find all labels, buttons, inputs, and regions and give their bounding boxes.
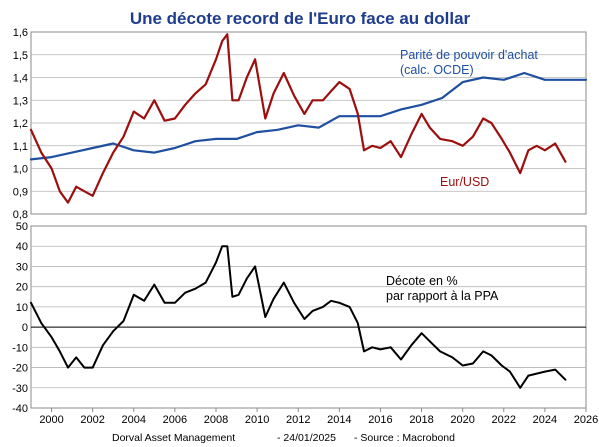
ppa-annotation-line1: Parité de pouvoir d'achat	[400, 48, 538, 62]
bottom-series-group	[30, 245, 567, 389]
x-tick-label: 2020	[450, 414, 474, 426]
bottom-y-tick-label: -10	[12, 342, 28, 354]
footer-date: - 24/01/2025	[277, 432, 336, 444]
bottom-y-axis: -40 -30 -20 -10 0 10 20 30 40 50	[12, 221, 28, 415]
top-y-tick-label: 1,4	[13, 73, 28, 85]
top-y-tick-label: 0,9	[13, 186, 28, 198]
x-tick-label: 2002	[80, 414, 104, 426]
x-tick-label: 2014	[327, 414, 351, 426]
top-y-tick-label: 1,1	[13, 141, 28, 153]
x-tick-label: 2018	[409, 414, 433, 426]
x-tick-label: 2026	[574, 414, 598, 426]
decote-annotation-line1: Décote en %	[386, 274, 458, 288]
decote-annotation: Décote en % par rapport à la PPA	[386, 274, 499, 303]
top-y-tick-label: 1,2	[13, 118, 28, 130]
footer: Dorval Asset Management - 24/01/2025 - S…	[112, 432, 455, 444]
decote-series-line	[30, 245, 567, 389]
bottom-y-tick-label: 50	[16, 221, 28, 233]
top-panel: 0,8 0,9 1,0 1,1 1,2 1,3 1,4 1,5 1,6 Parité de po…	[13, 27, 588, 221]
top-y-tick-label: 1,6	[13, 27, 28, 39]
footer-org: Dorval Asset Management	[112, 432, 235, 444]
x-tick-label: 2010	[245, 414, 269, 426]
chart-title: Une décote record de l'Euro face au doll…	[130, 9, 471, 28]
ppa-series-line	[29, 71, 588, 161]
top-y-tick-label: 1,5	[13, 50, 28, 62]
x-tick-label: 2004	[122, 414, 146, 426]
bottom-y-tick-label: -40	[12, 403, 28, 415]
x-tick-label: 2006	[163, 414, 187, 426]
decote-annotation-line2: par rapport à la PPA	[386, 289, 499, 303]
eurusd-series-line	[29, 33, 567, 204]
top-y-tick-label: 0,8	[13, 209, 28, 221]
top-y-tick-label: 1,0	[13, 164, 28, 176]
ppa-annotation-line2: (calc. OCDE)	[400, 63, 474, 77]
bottom-y-tick-label: 20	[16, 282, 28, 294]
bottom-y-tick-label: -20	[12, 363, 28, 375]
bottom-grid	[31, 245, 586, 389]
bottom-y-tick-label: 10	[16, 302, 28, 314]
top-y-tick-label: 1,3	[13, 95, 28, 107]
x-tick-label: 2024	[533, 414, 557, 426]
x-tick-label: 2000	[39, 414, 63, 426]
bottom-y-tick-label: 30	[16, 261, 28, 273]
x-axis: 2000 2002 2004 2006 2008 2010 2012 2014 2016 2018…	[39, 408, 598, 426]
top-series-group	[29, 33, 588, 204]
footer-source: - Source : Macrobond	[354, 432, 455, 444]
x-tick-label: 2022	[492, 414, 516, 426]
ppa-annotation: Parité de pouvoir d'achat (calc. OCDE)	[400, 48, 541, 77]
bottom-y-tick-label: -30	[12, 383, 28, 395]
x-tick-label: 2012	[286, 414, 310, 426]
bottom-y-tick-label: 40	[16, 241, 28, 253]
bottom-panel-frame	[30, 225, 587, 409]
eurusd-annotation: Eur/USD	[440, 175, 489, 189]
x-tick-label: 2016	[368, 414, 392, 426]
x-tick-label: 2008	[204, 414, 228, 426]
top-grid	[31, 54, 586, 192]
top-y-axis: 0,8 0,9 1,0 1,1 1,2 1,3 1,4 1,5 1,6	[13, 27, 28, 221]
bottom-y-tick-label: 0	[22, 322, 28, 334]
bottom-panel: -40 -30 -20 -10 0 10 20 30 40 50 Décote en % par …	[12, 221, 598, 426]
